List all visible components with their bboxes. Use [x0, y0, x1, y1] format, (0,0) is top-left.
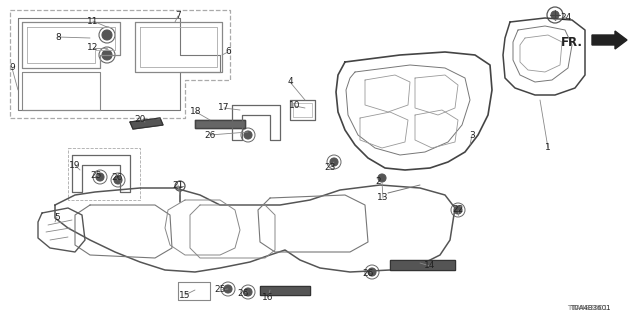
Text: 26: 26 [111, 173, 123, 182]
Text: 1: 1 [545, 143, 551, 153]
Text: 24: 24 [561, 13, 572, 22]
Text: FR.: FR. [561, 36, 583, 49]
Text: 23: 23 [324, 164, 336, 172]
Polygon shape [260, 286, 310, 295]
Text: 20: 20 [134, 116, 146, 124]
Text: 15: 15 [179, 291, 191, 300]
Text: T0A4B3601: T0A4B3601 [568, 305, 608, 311]
Circle shape [378, 174, 386, 182]
Text: 22: 22 [452, 205, 463, 214]
Text: 5: 5 [54, 212, 60, 221]
Text: 8: 8 [55, 33, 61, 42]
FancyArrow shape [592, 31, 627, 49]
Circle shape [244, 288, 252, 296]
Circle shape [96, 173, 104, 181]
Text: 16: 16 [262, 292, 274, 301]
Text: 2: 2 [375, 178, 381, 187]
Text: T0A4B3601: T0A4B3601 [570, 305, 611, 311]
Text: 3: 3 [469, 131, 475, 140]
Text: 26: 26 [237, 289, 249, 298]
Circle shape [454, 206, 462, 214]
Circle shape [224, 285, 232, 293]
Text: 26: 26 [362, 268, 374, 277]
Text: 13: 13 [377, 194, 388, 203]
Text: 7: 7 [175, 12, 181, 20]
Text: 19: 19 [69, 161, 81, 170]
Text: 25: 25 [214, 285, 226, 294]
Text: 4: 4 [287, 77, 293, 86]
Text: 14: 14 [424, 261, 436, 270]
Text: 10: 10 [289, 101, 301, 110]
Text: 21: 21 [172, 180, 184, 189]
Circle shape [102, 50, 112, 60]
Circle shape [330, 158, 338, 166]
Text: 9: 9 [9, 63, 15, 73]
Circle shape [368, 268, 376, 276]
Text: 25: 25 [90, 171, 102, 180]
Text: 12: 12 [87, 44, 99, 52]
Text: 6: 6 [225, 47, 231, 57]
Circle shape [244, 131, 252, 139]
Circle shape [102, 30, 112, 40]
Text: 11: 11 [87, 17, 99, 26]
Polygon shape [130, 118, 163, 129]
Circle shape [114, 176, 122, 184]
Text: 18: 18 [190, 108, 202, 116]
Polygon shape [390, 260, 455, 270]
Text: 17: 17 [218, 103, 230, 113]
Circle shape [551, 11, 559, 19]
Text: 26: 26 [204, 131, 216, 140]
Polygon shape [195, 120, 245, 128]
